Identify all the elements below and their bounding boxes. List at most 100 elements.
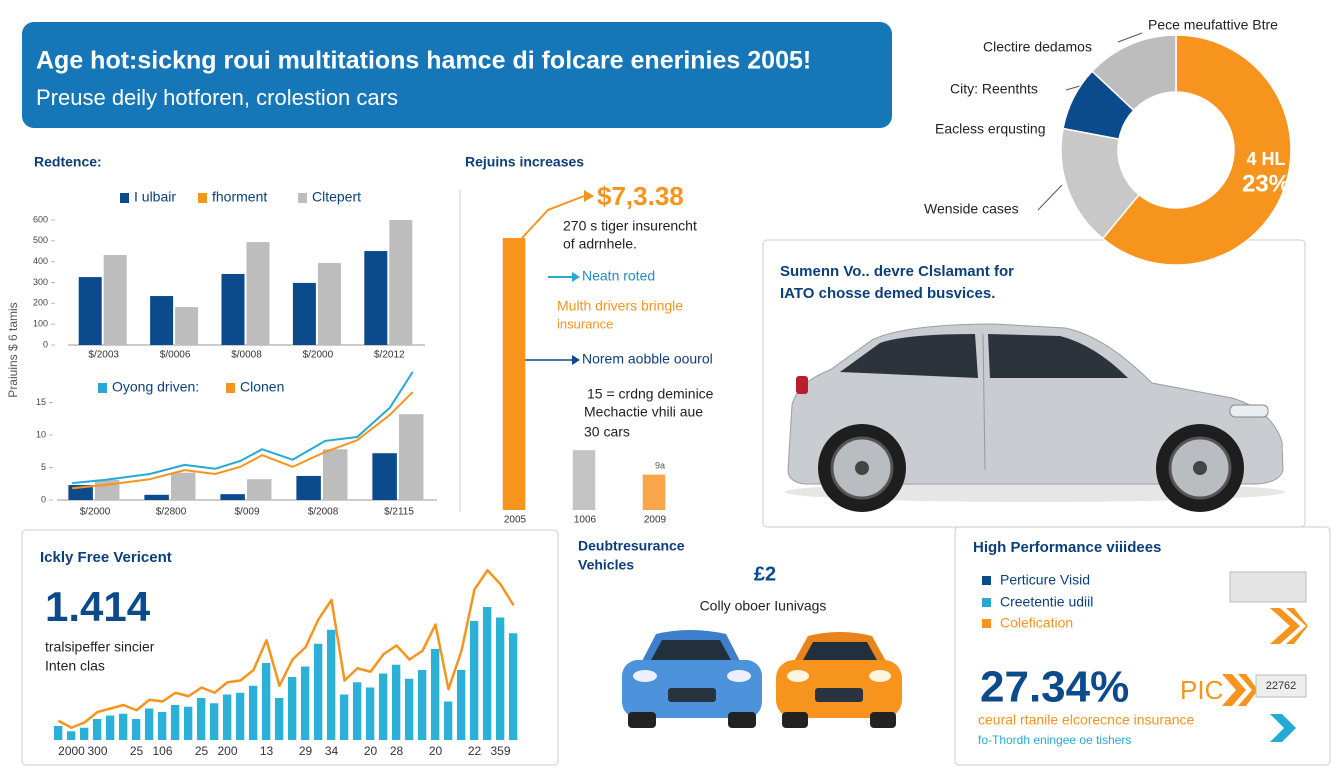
annotation: 15 = crdng deminice xyxy=(587,386,714,402)
bar xyxy=(118,713,128,740)
bar xyxy=(313,643,323,740)
bullet xyxy=(982,576,991,585)
bar xyxy=(642,474,666,510)
bar xyxy=(170,705,180,740)
donut-label: 23% xyxy=(1242,170,1290,197)
bar xyxy=(482,607,492,740)
annotation: Mechactie vhili aue xyxy=(584,404,703,420)
line xyxy=(72,391,414,490)
panel-text: ceural rtanile elcorecnce insurance xyxy=(978,712,1195,728)
bar xyxy=(389,220,413,345)
panel-title: Vehicles xyxy=(578,557,634,573)
line xyxy=(72,371,414,485)
pie-label: Wenside cases xyxy=(924,201,1019,217)
performance-panel xyxy=(954,526,1331,766)
panel-title: Ickly Free Vericent xyxy=(40,549,172,566)
leader-line xyxy=(1065,85,1081,91)
bar xyxy=(502,238,526,510)
y-tick-label: 300 xyxy=(33,277,48,287)
list-item: Perticure Visid xyxy=(1000,572,1090,588)
panel-title: IATO chosse demed busvices. xyxy=(780,285,995,302)
bar xyxy=(66,731,76,740)
x-tick-label: 34 xyxy=(325,744,339,758)
x-tick-label: $/2008 xyxy=(308,507,339,518)
bar xyxy=(248,685,258,740)
panel-title: Sumenn Vo.. devre Clslamant for xyxy=(780,263,1014,280)
bar xyxy=(300,666,310,740)
legend-label: fhorment xyxy=(212,189,267,205)
bar xyxy=(222,694,232,740)
x-tick-label: $/2000 xyxy=(303,350,334,361)
chart-title: Redtence: xyxy=(34,154,102,170)
x-tick-label: 200 xyxy=(217,744,237,758)
bar xyxy=(220,494,245,500)
pie-slice xyxy=(1101,34,1292,266)
panel-title: Deubtresurance xyxy=(578,538,685,554)
annotation: Multh drivers bringle xyxy=(557,298,683,314)
annotation: Clectire dedamos xyxy=(983,39,1092,55)
y-tick-label: 100 xyxy=(33,319,48,329)
legend-label: Cltepert xyxy=(312,189,361,205)
annotation: Neatn roted xyxy=(582,268,655,284)
x-tick-label: 106 xyxy=(152,744,172,758)
bar xyxy=(430,649,440,740)
bar xyxy=(317,262,341,345)
bar xyxy=(508,633,518,740)
bar xyxy=(144,708,154,740)
panel-text: tralsipeffer sincier xyxy=(45,639,155,655)
arrowhead xyxy=(572,355,580,365)
orange-car xyxy=(776,632,902,728)
arrowhead xyxy=(572,272,580,282)
y-tick-label: 15 xyxy=(36,397,46,407)
y-tick-label: 0 xyxy=(43,339,48,349)
bar xyxy=(391,664,401,740)
headline: 1.414 xyxy=(45,583,151,630)
x-tick-label: 28 xyxy=(390,744,404,758)
annotation: 270 s tiger insurencht xyxy=(563,218,697,234)
bar xyxy=(261,663,271,740)
bar xyxy=(131,719,141,740)
y-tick-label: 400 xyxy=(33,256,48,266)
stat: 27.34% xyxy=(980,663,1129,712)
badge: £2 xyxy=(754,563,776,585)
legend-swatch xyxy=(298,193,307,203)
bar xyxy=(79,727,89,740)
bar xyxy=(364,251,388,345)
panel-title: High Performance viiidees xyxy=(973,539,1161,556)
bar xyxy=(378,673,388,740)
bar xyxy=(469,621,479,740)
x-tick-label: 359 xyxy=(490,744,510,758)
line xyxy=(57,569,515,729)
bar xyxy=(235,692,245,740)
bar xyxy=(404,678,414,740)
bar xyxy=(175,307,199,345)
bar xyxy=(53,726,63,740)
bar xyxy=(417,670,427,740)
bar xyxy=(209,703,219,740)
annotation: $7,3.38 xyxy=(597,181,684,211)
annotation: insurance xyxy=(557,316,613,331)
y-tick-label: 0 xyxy=(41,494,46,504)
x-tick-label: $/2000 xyxy=(80,507,111,518)
x-tick-label: $/2115 xyxy=(384,507,414,518)
legend-label: I ulbair xyxy=(134,189,176,205)
x-tick-label: 2005 xyxy=(504,515,527,526)
arrowhead xyxy=(584,190,594,202)
bar xyxy=(352,682,362,740)
legend-swatch xyxy=(120,193,129,203)
bar xyxy=(296,475,321,500)
header-title: Age hot:sickng roui multitations hamce d… xyxy=(36,47,811,75)
bar xyxy=(372,453,397,500)
bar xyxy=(221,273,245,345)
pie-label: Eacless erqusting xyxy=(935,121,1046,137)
header-banner xyxy=(22,22,892,128)
y-tick-label: 500 xyxy=(33,235,48,245)
annotation: 30 cars xyxy=(584,424,630,440)
bar xyxy=(339,694,349,740)
bar xyxy=(323,449,348,500)
y-tick-label: 10 xyxy=(36,429,46,439)
x-tick-label: 25 xyxy=(195,744,209,758)
panel-text: Inten clas xyxy=(45,658,105,674)
x-tick-label: 13 xyxy=(260,744,274,758)
bar xyxy=(246,242,270,345)
